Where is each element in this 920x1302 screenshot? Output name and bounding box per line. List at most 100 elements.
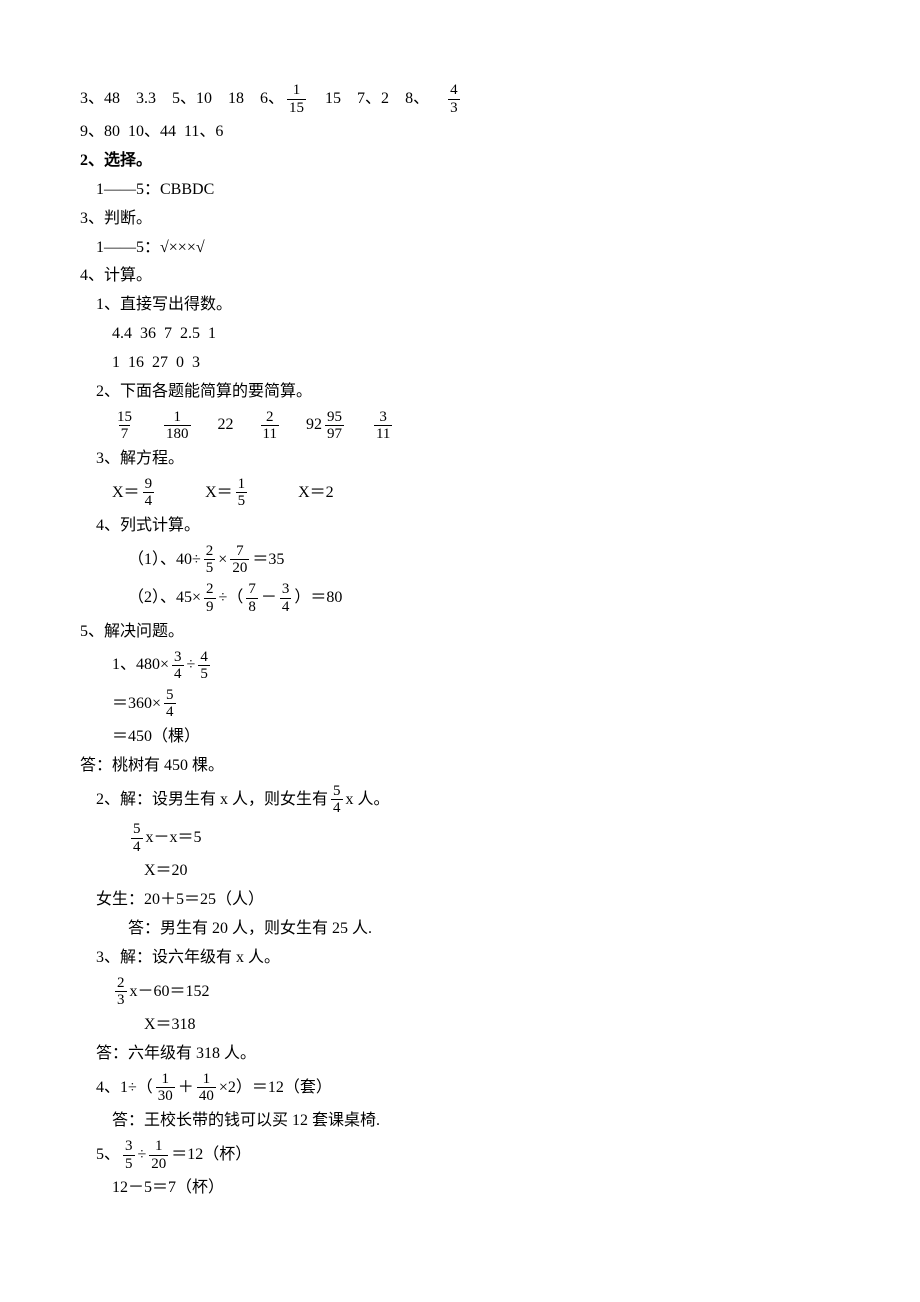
denominator: 3	[115, 991, 127, 1009]
fraction: 2 9	[204, 581, 216, 615]
numerator: 7	[246, 581, 258, 598]
fraction: 3 11	[374, 409, 392, 443]
fraction: 1 30	[156, 1071, 175, 1105]
heading-4: 4、计算。	[80, 262, 840, 291]
q5-2-girls: 女生：20＋5＝25（人）	[80, 886, 840, 915]
denominator: 8	[246, 598, 258, 616]
text: ×2）＝12（套）	[219, 1069, 332, 1107]
denominator: 4	[164, 703, 176, 721]
text: ＝12（杯）	[171, 1136, 251, 1174]
numerator: 1	[172, 409, 184, 426]
fraction: 5 4	[164, 687, 176, 721]
fraction: 4 3	[448, 82, 460, 116]
text: ）＝80	[294, 579, 342, 617]
fraction: 7 8	[246, 581, 258, 615]
numerator: 9	[143, 476, 155, 493]
x2-label: X＝	[205, 474, 233, 512]
text: ＋	[178, 1069, 194, 1107]
text: 6、	[260, 80, 284, 118]
text: x－60＝152	[130, 973, 210, 1011]
denominator: 9	[204, 598, 216, 616]
x1-label: X＝	[112, 474, 140, 512]
denominator: 4	[331, 799, 343, 817]
answer-line-2: 9、80 10、44 11、6	[80, 118, 840, 147]
text: 3、48	[80, 80, 120, 118]
q5-5-eq: 5、 3 5 ÷ 1 20 ＝12（杯）	[80, 1136, 840, 1174]
numerator: 1	[153, 1138, 165, 1155]
denominator: 7	[119, 425, 131, 443]
text: x 人。	[346, 781, 390, 819]
numerator: 1	[291, 82, 303, 99]
numerator: 1	[236, 476, 248, 493]
text: 5、10	[172, 80, 212, 118]
q5-4-eq: 4、1÷（ 1 30 ＋ 1 40 ×2）＝12（套）	[80, 1069, 840, 1107]
fraction: 5 4	[331, 783, 343, 817]
denominator: 5	[204, 559, 216, 577]
q5-3-x: X＝318	[80, 1011, 840, 1040]
fraction: 1 5	[236, 476, 248, 510]
sub-2: 2、下面各题能简算的要简算。	[80, 378, 840, 407]
numerator: 7	[234, 543, 246, 560]
numerator: 3	[172, 649, 184, 666]
text: 8、	[405, 80, 429, 118]
text: ＝360×	[112, 685, 161, 723]
fraction: 2 11	[261, 409, 279, 443]
q5-3-eq: 2 3 x－60＝152	[80, 973, 840, 1011]
numerator: 1	[201, 1071, 213, 1088]
numerator: 5	[164, 687, 176, 704]
denominator: 30	[156, 1087, 175, 1105]
denominator: 3	[448, 99, 460, 117]
fraction: 15 7	[115, 409, 134, 443]
fraction: 2 5	[204, 543, 216, 577]
x3: X＝2	[298, 474, 334, 512]
text: 3.3	[136, 80, 156, 118]
text: 7、2	[357, 80, 389, 118]
fraction: 3 4	[280, 581, 292, 615]
fraction: 3 4	[172, 649, 184, 683]
fraction: 1 15	[287, 82, 306, 116]
text: （1）、40÷	[128, 541, 201, 579]
text: x－x＝5	[146, 819, 202, 857]
text: ÷	[187, 646, 196, 684]
fraction: 5 4	[131, 821, 143, 855]
choice-answers: 1——5：CBBDC	[80, 176, 840, 205]
text: ×	[218, 541, 227, 579]
q5-2-eq: 5 4 x－x＝5	[80, 819, 840, 857]
denominator: 15	[287, 99, 306, 117]
text: 15	[325, 80, 341, 118]
q5-1-answer: 答：桃树有 450 棵。	[80, 752, 840, 781]
mental-math-row-2: 1 16 27 0 3	[80, 349, 840, 378]
denominator: 97	[325, 425, 344, 443]
heading-2: 2、选择。	[80, 147, 840, 176]
text: 18	[228, 80, 244, 118]
heading-5: 5、解决问题。	[80, 618, 840, 647]
q5-1-step3: ＝450（棵）	[80, 723, 840, 752]
numerator: 15	[115, 409, 134, 426]
denominator: 11	[261, 425, 279, 443]
fraction: 1 20	[149, 1138, 168, 1172]
denominator: 4	[131, 838, 143, 856]
heading-3: 3、判断。	[80, 205, 840, 234]
text: 2、解：设男生有 x 人，则女生有	[96, 781, 328, 819]
numerator: 4	[448, 82, 460, 99]
numerator: 3	[377, 409, 389, 426]
fraction: 4 5	[198, 649, 210, 683]
text: 22	[218, 406, 234, 444]
text: 1、480×	[112, 646, 169, 684]
numerator: 2	[204, 581, 216, 598]
numerator: 2	[204, 543, 216, 560]
text: 92	[306, 406, 322, 444]
q5-3-setup: 3、解：设六年级有 x 人。	[80, 944, 840, 973]
sub-3: 3、解方程。	[80, 445, 840, 474]
q5-3-answer: 答：六年级有 318 人。	[80, 1040, 840, 1069]
solve-equations: X＝ 9 4 X＝ 1 5 X＝2	[80, 474, 840, 512]
numerator: 2	[115, 975, 127, 992]
denominator: 5	[236, 492, 248, 510]
q5-2-answer: 答：男生有 20 人，则女生有 25 人.	[80, 915, 840, 944]
text: －	[261, 579, 277, 617]
denominator: 4	[143, 492, 155, 510]
numerator: 5	[331, 783, 343, 800]
sub-1: 1、直接写出得数。	[80, 291, 840, 320]
denominator: 5	[198, 665, 210, 683]
simplify-fracs: 15 7 1 180 22 2 11 92 95 97 3 11	[80, 406, 840, 444]
